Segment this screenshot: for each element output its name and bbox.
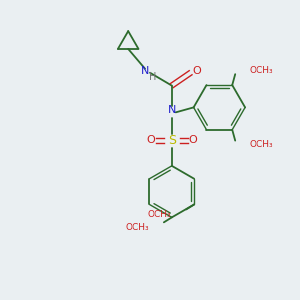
Text: O: O <box>192 66 201 76</box>
Text: OCH₃: OCH₃ <box>249 66 273 75</box>
Text: H: H <box>149 72 157 82</box>
Text: N: N <box>168 105 176 116</box>
Text: O: O <box>147 135 155 145</box>
Text: OCH₃: OCH₃ <box>148 210 171 219</box>
Text: N: N <box>141 66 149 76</box>
Text: S: S <box>168 134 176 147</box>
Text: OCH₃: OCH₃ <box>125 223 149 232</box>
Text: OCH₃: OCH₃ <box>249 140 273 149</box>
Text: O: O <box>188 135 197 145</box>
